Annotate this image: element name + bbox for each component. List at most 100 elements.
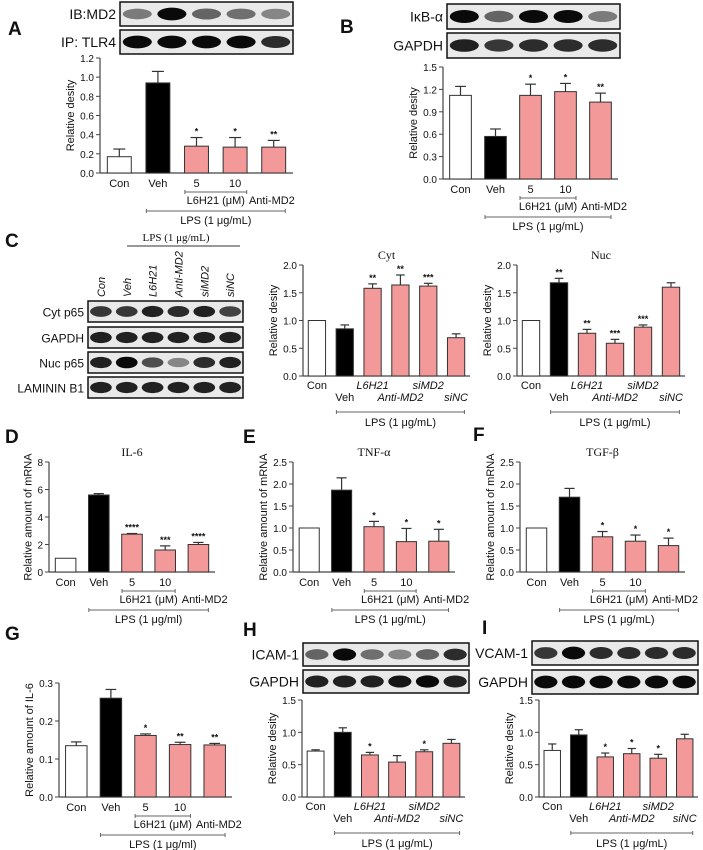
bar-con <box>106 156 132 174</box>
significance-label: * <box>630 738 634 748</box>
y-tick-label: 0.6 <box>423 130 437 141</box>
x-tick-label: 10 <box>559 184 571 196</box>
blot-band <box>122 35 152 49</box>
y-tick-label: 4 <box>37 513 43 524</box>
blot-band <box>219 331 241 344</box>
y-tick-label: 0.0 <box>497 372 511 383</box>
significance-label: * <box>405 517 409 527</box>
significance-label: * <box>422 739 426 749</box>
panel-letter: I <box>482 618 487 639</box>
x-tick-label: L6H21 <box>356 380 388 392</box>
y-tick-label: 0.5 <box>282 761 296 772</box>
blot-row-label: IκB-α <box>410 9 443 25</box>
y-tick-label: 1.0 <box>500 524 514 535</box>
blot-band <box>449 39 479 52</box>
y-tick-label: 2.0 <box>500 480 514 491</box>
y-axis-label: Relative desity <box>65 79 77 151</box>
bar-con <box>521 320 541 377</box>
blot-band <box>360 649 384 660</box>
significance-label: * <box>656 743 660 753</box>
blot-band <box>141 305 164 318</box>
blot-band <box>261 8 291 20</box>
y-tick-label: 0 <box>37 568 43 579</box>
blot-lane-label: L6H21 <box>148 265 160 297</box>
blot-band <box>115 381 138 394</box>
group-label: L6H21 (μM) <box>119 594 177 606</box>
group-label: L6H21 (μM) <box>187 195 245 207</box>
y-tick-label: 2.0 <box>283 261 297 272</box>
significance-label: **** <box>125 523 140 533</box>
bar-sinc <box>446 337 466 377</box>
blot-box <box>531 640 699 666</box>
y-tick-label: 0.0 <box>283 372 297 383</box>
blot-band <box>193 331 216 344</box>
x-tick-label: L6H21 <box>354 801 386 813</box>
blot-band <box>518 39 549 52</box>
y-tick-label: 0.2 <box>39 717 53 728</box>
x-tick-label: Veh <box>89 577 108 589</box>
significance-label: *** <box>638 314 649 324</box>
panel-letter: F <box>473 425 485 446</box>
y-tick-label: 0.0 <box>519 793 533 804</box>
blot-band <box>617 675 641 689</box>
y-tick-label: 2.5 <box>500 458 514 469</box>
x-tick-label: Con <box>299 577 319 589</box>
x-tick-label: siMD2 <box>627 380 658 392</box>
bar-anti-md2 <box>391 284 410 377</box>
x-tick-label: siMD2 <box>413 380 444 392</box>
y-tick-label: 1.5 <box>497 289 511 300</box>
bar-simd2 <box>633 326 653 377</box>
x-tick-label: 10 <box>229 178 241 190</box>
bar-veh <box>558 496 581 573</box>
y-axis-label: Relative amount of IL-6 <box>24 683 36 797</box>
y-tick-label: 0.6 <box>80 112 94 123</box>
blot-lane-label: siMD2 <box>199 266 211 297</box>
blot-band <box>305 649 329 660</box>
blot-band <box>443 648 467 661</box>
x-tick-label: Anti-MD2 <box>591 392 638 404</box>
significance-label: ** <box>397 264 405 274</box>
bar-simd2 <box>649 757 667 798</box>
group-label: LPS (1 μg/mL) <box>365 417 436 429</box>
blot-band <box>332 648 357 661</box>
y-tick-label: 0.5 <box>497 344 511 355</box>
bar-10 <box>395 541 417 573</box>
blot-band <box>90 306 112 317</box>
x-tick-label: Anti-MD2 <box>608 813 655 825</box>
blot-row-label: GAPDH <box>478 674 528 690</box>
significance-label: * <box>144 723 148 733</box>
blot-lane-label: siNC <box>225 273 237 297</box>
y-tick-label: 1.0 <box>282 728 296 739</box>
blot-band <box>484 10 514 23</box>
x-tick-label: Con <box>109 178 129 190</box>
y-tick-label: 0.8 <box>80 92 94 103</box>
significance-label: * <box>437 518 441 528</box>
y-tick-label: 0.3 <box>39 679 53 690</box>
y-axis-label: Relative desity <box>504 712 516 784</box>
significance-label: ** <box>211 732 219 742</box>
bar-l6h21 <box>360 754 379 798</box>
y-tick-label: 1.5 <box>500 502 514 513</box>
blot-band <box>193 305 216 318</box>
x-tick-label: siMD2 <box>409 801 440 813</box>
x-tick-label: siNC <box>444 392 468 404</box>
bar-anti-md2 <box>388 761 407 798</box>
panel-letter: E <box>243 427 256 448</box>
x-tick-label: Anti-MD2 <box>249 195 295 207</box>
bar-anti-md2 <box>203 744 226 798</box>
significance-label: *** <box>423 272 434 282</box>
blot-lane-label: Anti-MD2 <box>173 251 185 298</box>
group-label: LPS (1 μg/mL) <box>583 614 654 626</box>
blot-band <box>167 357 190 368</box>
group-label: LPS (1 μg/mL) <box>362 838 433 850</box>
significance-label: ** <box>369 273 377 283</box>
significance-label: ** <box>177 731 185 741</box>
blot-row-label: IP: TLR4 <box>61 34 116 50</box>
blot-band <box>589 675 613 689</box>
y-tick-label: 1.0 <box>273 524 287 535</box>
x-tick-label: 5 <box>527 184 533 196</box>
y-tick-label: 1.0 <box>80 73 94 84</box>
y-tick-label: 1.5 <box>519 696 533 707</box>
y-tick-label: 0.0 <box>282 793 296 804</box>
bar-veh <box>333 731 352 798</box>
